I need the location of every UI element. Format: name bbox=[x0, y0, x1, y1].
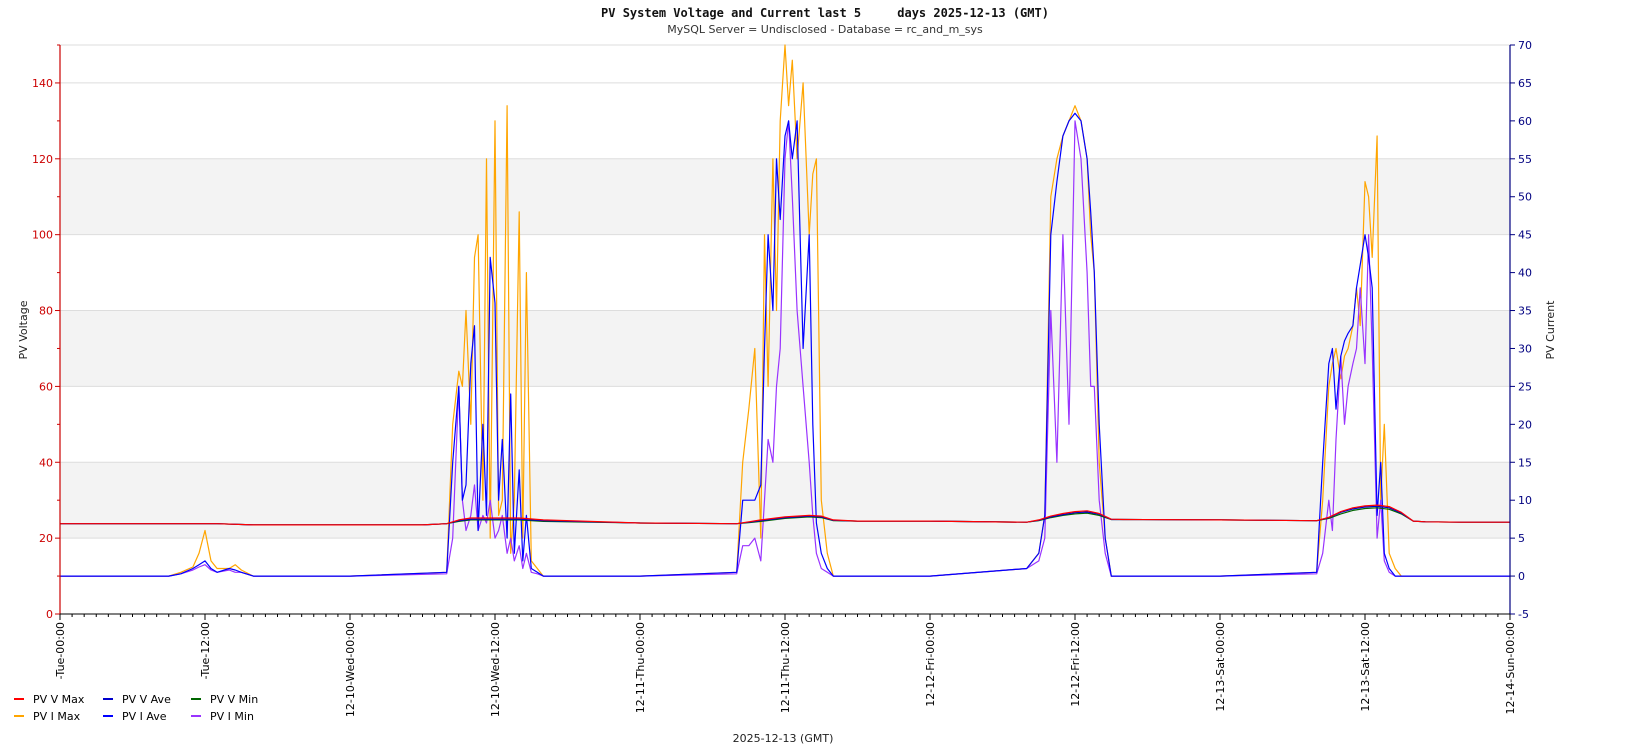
y-right-tick-label: 55 bbox=[1518, 153, 1532, 166]
y-right-tick-label: 35 bbox=[1518, 305, 1532, 318]
legend-label-pv-i-ave: PV I Ave bbox=[122, 710, 167, 723]
y-right-tick-label: 30 bbox=[1518, 342, 1532, 355]
x-tick-label: 12-14-Sun-00:00 bbox=[1504, 622, 1517, 715]
y-left-tick-label: 80 bbox=[39, 305, 53, 318]
y-right-tick-label: 45 bbox=[1518, 229, 1532, 242]
y-right-tick-label: 40 bbox=[1518, 267, 1532, 280]
y-right-tick-label: 0 bbox=[1518, 570, 1525, 583]
y-left-tick-label: 40 bbox=[39, 456, 53, 469]
y-left-tick-label: 140 bbox=[32, 77, 53, 90]
series-line-pv-i-max bbox=[60, 44, 1510, 577]
y-right-tick-label: 60 bbox=[1518, 115, 1532, 128]
y-right-tick-label: 25 bbox=[1518, 380, 1532, 393]
x-tick-label: 12-11-Thu-00:00 bbox=[634, 622, 647, 713]
legend-label-pv-i-max: PV I Max bbox=[33, 710, 81, 723]
legend: PV V Max PV V Ave PV V Min PV I Max PV I Ave… bbox=[14, 693, 258, 723]
legend-label-pv-v-ave: PV V Ave bbox=[122, 693, 171, 706]
axes: 0 20 40 60 80 100 120 140 -5 0 5 10 15 20 25 30 35 40 45 50… bbox=[32, 39, 1532, 717]
x-tick-label: -Tue-00:00 bbox=[54, 622, 67, 679]
series-layer bbox=[60, 44, 1510, 577]
legend-label-pv-v-max: PV V Max bbox=[33, 693, 85, 706]
y-left-tick-label: 120 bbox=[32, 153, 53, 166]
y-left-tick-label: 100 bbox=[32, 229, 53, 242]
y-left-tick-label: 60 bbox=[39, 380, 53, 393]
chart-title: PV System Voltage and Current last 5 day… bbox=[601, 6, 1049, 20]
legend-label-pv-i-min: PV I Min bbox=[210, 710, 254, 723]
y-right-tick-label: 50 bbox=[1518, 191, 1532, 204]
series-line-pv-i-ave bbox=[60, 112, 1510, 577]
series-line-pv-i-min bbox=[60, 120, 1510, 577]
y-right-tick-label: 70 bbox=[1518, 39, 1532, 52]
x-tick-label: 12-11-Thu-12:00 bbox=[779, 622, 792, 713]
x-tick-label: 12-10-Wed-12:00 bbox=[489, 622, 502, 717]
x-tick-label: 12-12-Fri-00:00 bbox=[924, 622, 937, 707]
y-right-tick-label: 10 bbox=[1518, 494, 1532, 507]
x-tick-label: 12-13-Sat-00:00 bbox=[1214, 622, 1227, 712]
y-axis-right-label: PV Current bbox=[1544, 300, 1557, 360]
y-right-tick-label: 20 bbox=[1518, 418, 1532, 431]
y-axis-left-label: PV Voltage bbox=[17, 300, 30, 359]
x-tick-label: 12-10-Wed-00:00 bbox=[344, 622, 357, 717]
y-right-tick-label: 15 bbox=[1518, 456, 1532, 469]
background-bands bbox=[60, 158, 1510, 539]
grid-band bbox=[60, 310, 1510, 387]
y-right-tick-label: -5 bbox=[1518, 608, 1529, 621]
x-tick-label: 12-12-Fri-12:00 bbox=[1069, 622, 1082, 707]
x-tick-label: 12-13-Sat-12:00 bbox=[1359, 622, 1372, 712]
series-line-pv-v-max bbox=[60, 504, 1510, 526]
y-left-tick-label: 0 bbox=[46, 608, 53, 621]
grid-band bbox=[60, 462, 1510, 539]
chart-subtitle: MySQL Server = Undisclosed - Database = … bbox=[667, 23, 983, 36]
y-left-tick-label: 20 bbox=[39, 532, 53, 545]
x-axis-label: 2025-12-13 (GMT) bbox=[733, 732, 834, 745]
y-right-tick-label: 65 bbox=[1518, 77, 1532, 90]
y-right-tick-label: 5 bbox=[1518, 532, 1525, 545]
x-tick-label: -Tue-12:00 bbox=[199, 622, 212, 679]
legend-label-pv-v-min: PV V Min bbox=[210, 693, 258, 706]
